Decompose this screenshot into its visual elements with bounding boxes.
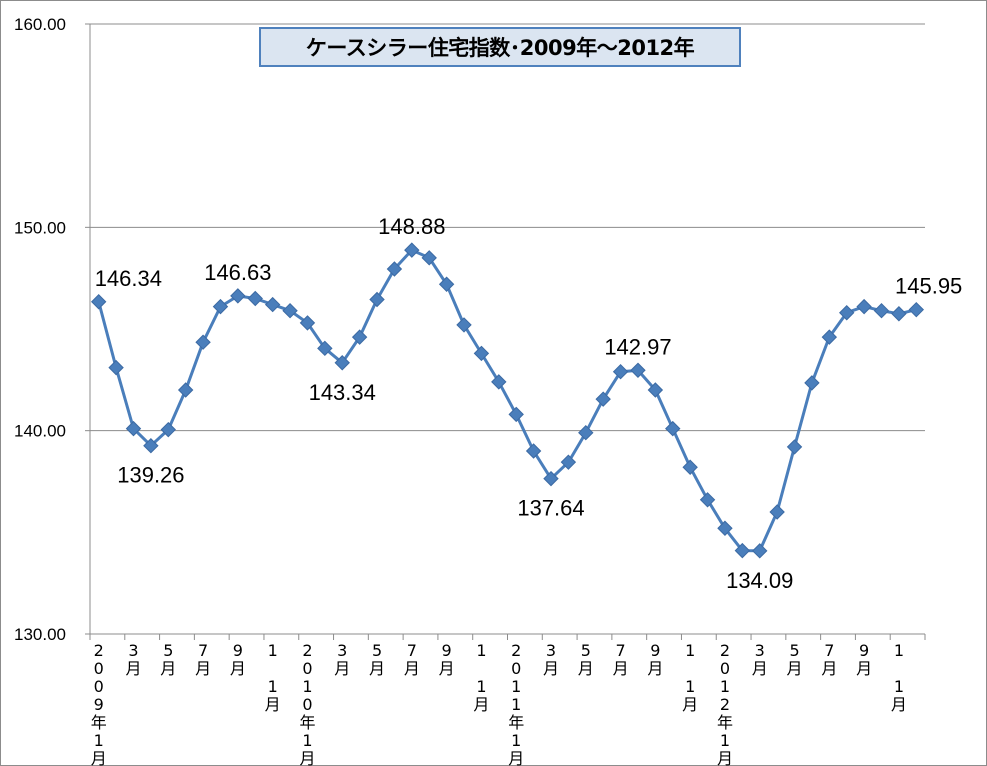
- data-point: [873, 302, 890, 319]
- data-point: [804, 375, 820, 391]
- data-point: [891, 306, 907, 322]
- data-point: [560, 454, 577, 470]
- data-label: 143.34: [309, 380, 376, 405]
- axes: [85, 23, 926, 640]
- data-point: [856, 298, 872, 315]
- data-point: [247, 290, 263, 307]
- chart-title-box: ケースシラー住宅指数･2009年～2012年: [259, 27, 741, 67]
- data-label: 137.64: [517, 496, 584, 521]
- data-label: 148.88: [378, 214, 445, 239]
- y-tick-label: 150.00: [14, 218, 66, 237]
- data-point: [665, 420, 681, 437]
- data-point: [491, 374, 507, 390]
- data-point: [438, 276, 455, 292]
- data-point: [230, 288, 246, 304]
- data-point: [525, 443, 542, 459]
- data-point: [282, 302, 298, 319]
- series-polyline: [97, 248, 917, 553]
- x-tick-labels: 2 0 0 9 年 1 月 3 月 5 月 7 月 9 月 1 1 月 2 0 1 0 年 1 月 3 月 5 月 7 月 9 月 1 1 月 2 0…: [91, 641, 907, 766]
- data-point: [317, 340, 333, 357]
- data-label: 134.09: [726, 568, 793, 593]
- data-point: [212, 298, 229, 315]
- data-point: [473, 345, 490, 362]
- data-label: 142.97: [604, 334, 671, 359]
- data-labels: 146.34 139.26 146.63 143.34 148.88 137.64 142.…: [95, 214, 963, 593]
- data-point: [369, 291, 385, 308]
- data-point: [386, 261, 403, 277]
- series-points: [90, 242, 925, 559]
- data-point: [125, 420, 142, 437]
- data-point: [334, 355, 350, 371]
- data-point: [769, 504, 785, 520]
- data-point: [90, 294, 107, 310]
- data-point: [839, 305, 855, 321]
- data-point: [143, 438, 159, 454]
- y-tick-label: 160.00: [14, 15, 66, 34]
- data-point: [595, 391, 611, 407]
- data-point: [682, 459, 698, 475]
- y-tick-label: 140.00: [14, 422, 66, 441]
- data-point: [543, 470, 559, 487]
- data-point: [578, 424, 594, 441]
- data-point: [908, 301, 925, 318]
- series-line: [97, 248, 917, 553]
- chart-title: ケースシラー住宅指数･2009年～2012年: [305, 36, 695, 60]
- data-point: [195, 334, 211, 350]
- data-label: 146.63: [204, 260, 271, 285]
- data-point: [404, 242, 420, 258]
- y-tick-label: 130.00: [14, 625, 66, 644]
- data-point: [456, 317, 472, 333]
- data-point: [108, 359, 124, 376]
- data-point: [177, 382, 194, 398]
- data-point: [508, 406, 524, 423]
- data-point: [821, 329, 838, 345]
- data-point: [786, 439, 803, 455]
- data-point: [299, 315, 316, 331]
- data-label: 139.26: [117, 463, 184, 488]
- data-point: [264, 296, 281, 313]
- data-point: [647, 382, 664, 398]
- data-label: 145.95: [895, 274, 962, 299]
- data-label: 146.34: [95, 266, 162, 291]
- data-point: [630, 362, 646, 378]
- gridlines: [90, 23, 925, 432]
- data-point: [351, 329, 368, 345]
- data-point: [717, 520, 733, 536]
- data-point: [699, 492, 716, 508]
- data-point: [612, 363, 629, 380]
- data-point: [160, 421, 176, 438]
- data-point: [752, 543, 768, 559]
- data-point: [734, 542, 751, 559]
- data-point: [421, 250, 437, 266]
- y-tick-labels: 130.00 140.00 150.00 160.00: [14, 15, 66, 644]
